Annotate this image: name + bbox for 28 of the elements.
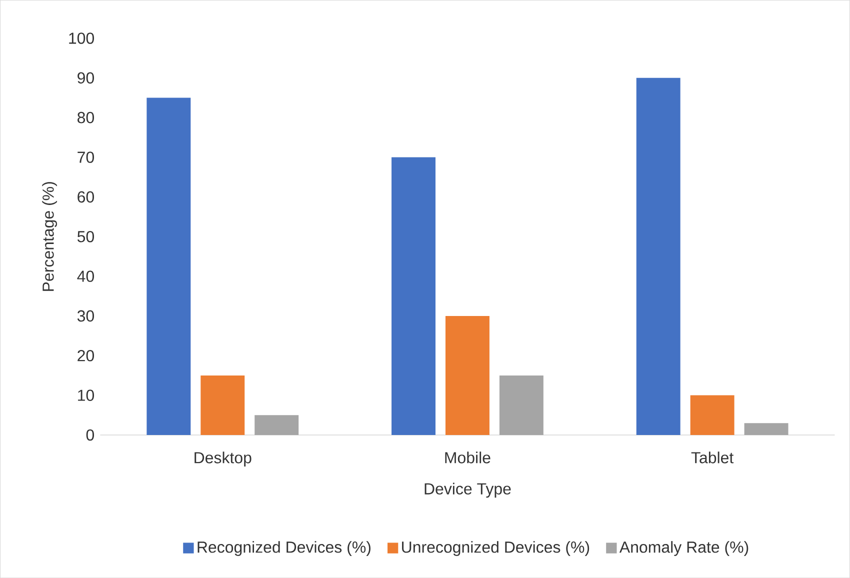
y-tick-label: 20: [78, 350, 94, 362]
bar: [200, 375, 245, 435]
bar: [254, 415, 299, 435]
bar: [744, 423, 788, 435]
x-tick-label: Desktop: [194, 452, 252, 466]
bar: [146, 98, 191, 435]
bar: [499, 375, 544, 435]
bar: [445, 316, 490, 435]
y-tick-label: 60: [78, 191, 94, 203]
y-tick-label: 0: [86, 429, 94, 441]
bar: [690, 395, 734, 435]
y-tick-label: 80: [78, 112, 94, 124]
legend-label: Anomaly Rate (%): [619, 540, 748, 556]
y-tick-label: 90: [78, 72, 94, 84]
y-tick-label: 10: [78, 390, 94, 401]
y-tick-label: 40: [77, 270, 94, 282]
legend-label: Recognized Devices (%): [198, 540, 370, 556]
bar: [392, 157, 436, 435]
x-tick-label: Tablet: [691, 452, 734, 464]
y-axis-title: Percentage (%): [42, 182, 58, 291]
y-tick-label: 100: [69, 32, 94, 44]
legend-label: Unrecognized Devices (%): [402, 540, 590, 556]
y-tick-label: 50: [77, 230, 94, 242]
y-tick-label: 70: [78, 152, 94, 163]
y-tick-label: 30: [77, 310, 94, 322]
x-axis-title: Device Type: [424, 482, 511, 498]
x-tick-label: Mobile: [445, 452, 490, 464]
bar: [636, 78, 680, 435]
